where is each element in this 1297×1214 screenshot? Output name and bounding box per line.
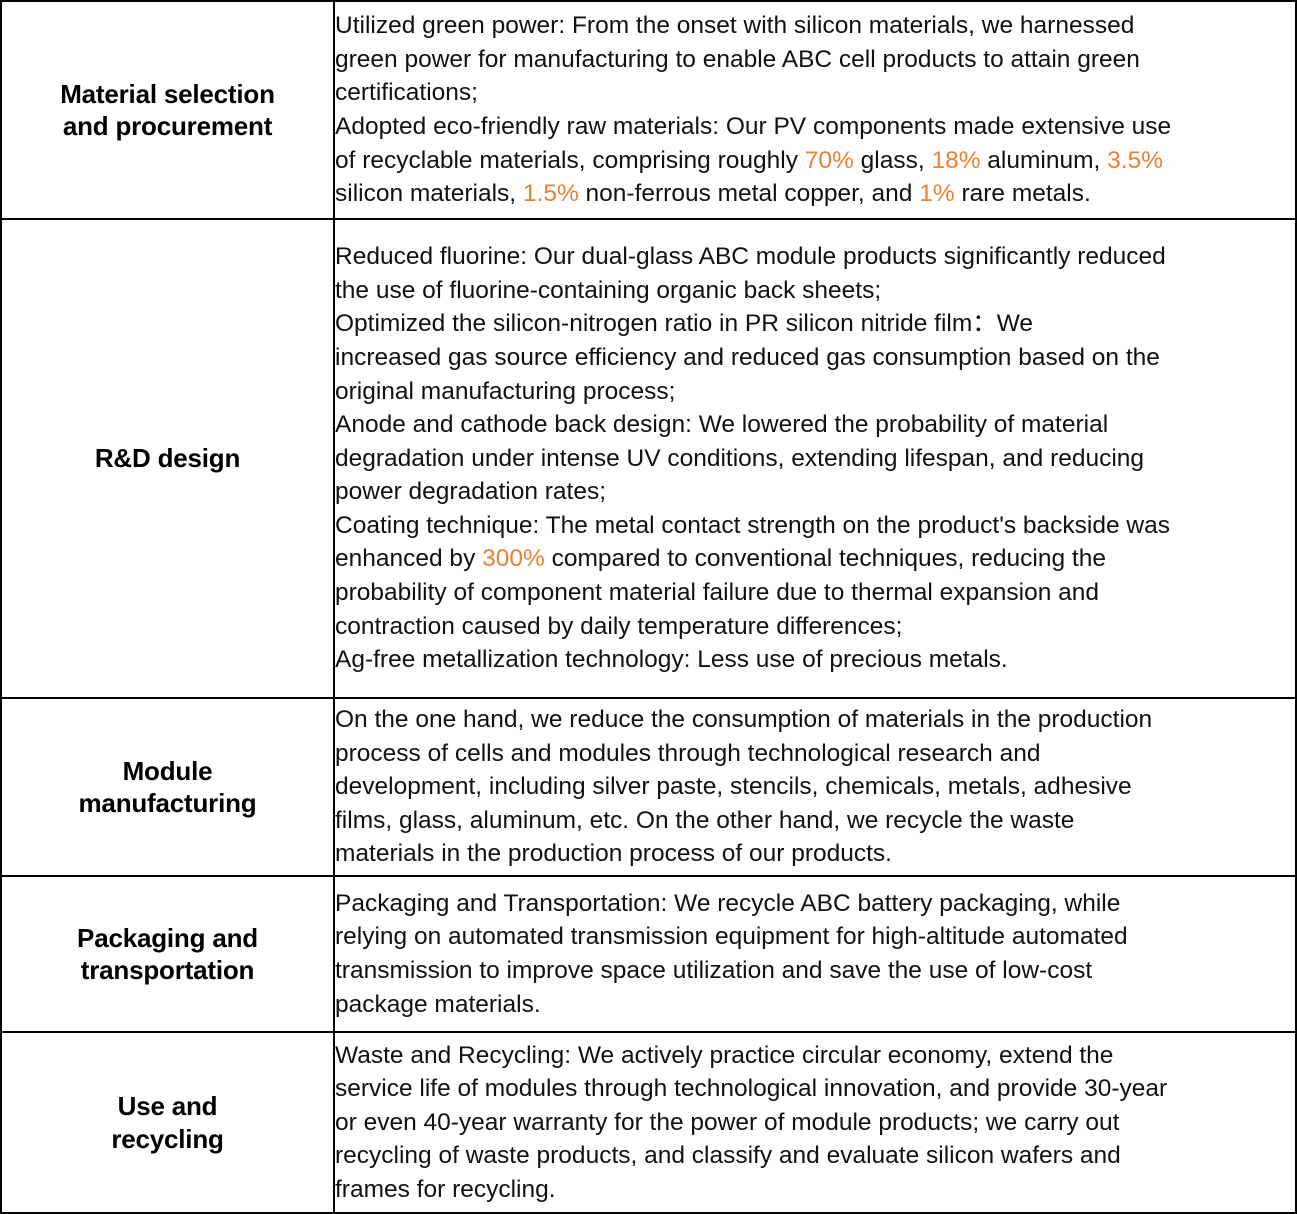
body-line: relying on automated transmission equipm…: [335, 923, 1128, 951]
row-label-material-selection: Material selection and procurement: [0, 0, 335, 220]
body-line: Coating technique: The metal contact str…: [335, 511, 1170, 539]
label-line-1: Module: [122, 755, 213, 786]
body-line: Ag-free metallization technology: Less u…: [335, 646, 1008, 674]
body-line: silicon materials, 1.5% non-ferrous meta…: [335, 180, 1091, 208]
body-line: package materials.: [335, 990, 541, 1018]
body-line: frames for recycling.: [335, 1175, 556, 1203]
body-line: the use of fluorine-containing organic b…: [335, 276, 882, 304]
row-body-text: On the one hand, we reduce the consumpti…: [335, 703, 1295, 871]
body-line: probability of component material failur…: [335, 579, 1100, 607]
label-line-1: Packaging and: [77, 922, 258, 953]
body-line: Reduced fluorine: Our dual-glass ABC mod…: [335, 243, 1166, 271]
label-line-2: and procurement: [62, 111, 273, 141]
body-line: Waste and Recycling: We actively practic…: [335, 1041, 1114, 1069]
body-line: transmission to improve space utilizatio…: [335, 957, 1093, 984]
highlight-value: 18%: [931, 146, 981, 174]
body-line: On the one hand, we reduce the consumpti…: [335, 706, 1153, 734]
label-line-2: manufacturing: [78, 788, 257, 818]
table-row: R&D design Reduced fluorine: Our dual-gl…: [0, 218, 1297, 699]
row-label-text: R&D design: [94, 443, 241, 474]
body-line: Utilized green power: From the onset wit…: [335, 12, 1135, 40]
body-line: green power for manufacturing to enable …: [335, 45, 1140, 73]
row-body-text: Utilized green power: From the onset wit…: [335, 9, 1295, 211]
row-label-text: Module manufacturing: [2, 751, 333, 824]
highlight-value: 1%: [919, 180, 955, 208]
table-row: Packaging and transportation Packaging an…: [0, 875, 1297, 1033]
body-line: enhanced by 300% compared to conventiona…: [335, 545, 1106, 573]
table-row: Module manufacturing On the one hand, we …: [0, 697, 1297, 877]
highlight-value: 300%: [482, 545, 545, 573]
row-label-packaging-transportation: Packaging and transportation: [0, 875, 335, 1033]
body-line: process of cells and modules through tec…: [335, 739, 1041, 767]
body-line: power degradation rates;: [335, 478, 607, 506]
row-label-rnd-design: R&D design: [0, 218, 335, 699]
highlight-value: 1.5%: [522, 180, 579, 208]
body-line: Optimized the silicon-nitrogen ratio in …: [335, 310, 1034, 338]
label-line-1: Use and: [117, 1091, 218, 1121]
row-body-rnd-design: Reduced fluorine: Our dual-glass ABC mod…: [333, 218, 1297, 699]
body-line: original manufacturing process;: [335, 377, 676, 405]
body-line: development, including silver paste, ste…: [335, 773, 1132, 801]
row-label-text: Use and recycling: [2, 1086, 333, 1159]
body-line: contraction caused by daily temperature …: [335, 612, 903, 640]
row-body-text: Packaging and Transportation: We recycle…: [335, 887, 1295, 1021]
highlight-value: 70%: [804, 146, 854, 174]
body-line: service life of modules through technolo…: [335, 1075, 1168, 1103]
row-label-text: Material selection and procurement: [2, 74, 333, 147]
body-line: materials in the production process of o…: [335, 840, 892, 868]
row-body-material-selection: Utilized green power: From the onset wit…: [333, 0, 1297, 220]
row-body-text: Reduced fluorine: Our dual-glass ABC mod…: [335, 240, 1295, 677]
highlight-value: 3.5%: [1107, 146, 1163, 174]
body-line: films, glass, aluminum, etc. On the othe…: [335, 806, 1075, 834]
label-line-2: transportation: [80, 955, 255, 985]
body-line: Anode and cathode back design: We lowere…: [335, 411, 1109, 439]
row-label-module-manufacturing: Module manufacturing: [0, 697, 335, 877]
row-label-text: Packaging and transportation: [2, 918, 333, 991]
body-line: certifications;: [335, 79, 478, 107]
body-line: Packaging and Transportation: We recycle…: [335, 889, 1121, 917]
body-line: increased gas source efficiency and redu…: [335, 343, 1160, 371]
row-body-use-recycling: Waste and Recycling: We actively practic…: [333, 1031, 1297, 1214]
label-line-2: recycling: [111, 1123, 224, 1154]
body-line: or even 40-year warranty for the power o…: [335, 1108, 1120, 1136]
row-body-text: Waste and Recycling: We actively practic…: [335, 1039, 1295, 1207]
row-body-packaging-transportation: Packaging and Transportation: We recycle…: [333, 875, 1297, 1033]
table-row: Material selection and procurement Utiliz…: [0, 0, 1297, 220]
body-line: recycling of waste products, and classif…: [335, 1142, 1121, 1170]
label-line-1: Material selection: [60, 78, 275, 109]
row-label-use-recycling: Use and recycling: [0, 1031, 335, 1214]
body-line: of recyclable materials, comprising roug…: [335, 146, 1163, 174]
row-body-module-manufacturing: On the one hand, we reduce the consumpti…: [333, 697, 1297, 877]
body-line: degradation under intense UV conditions,…: [335, 444, 1145, 472]
body-line: Adopted eco-friendly raw materials: Our …: [335, 113, 1172, 140]
table-row: Use and recycling Waste and Recycling: We…: [0, 1031, 1297, 1214]
